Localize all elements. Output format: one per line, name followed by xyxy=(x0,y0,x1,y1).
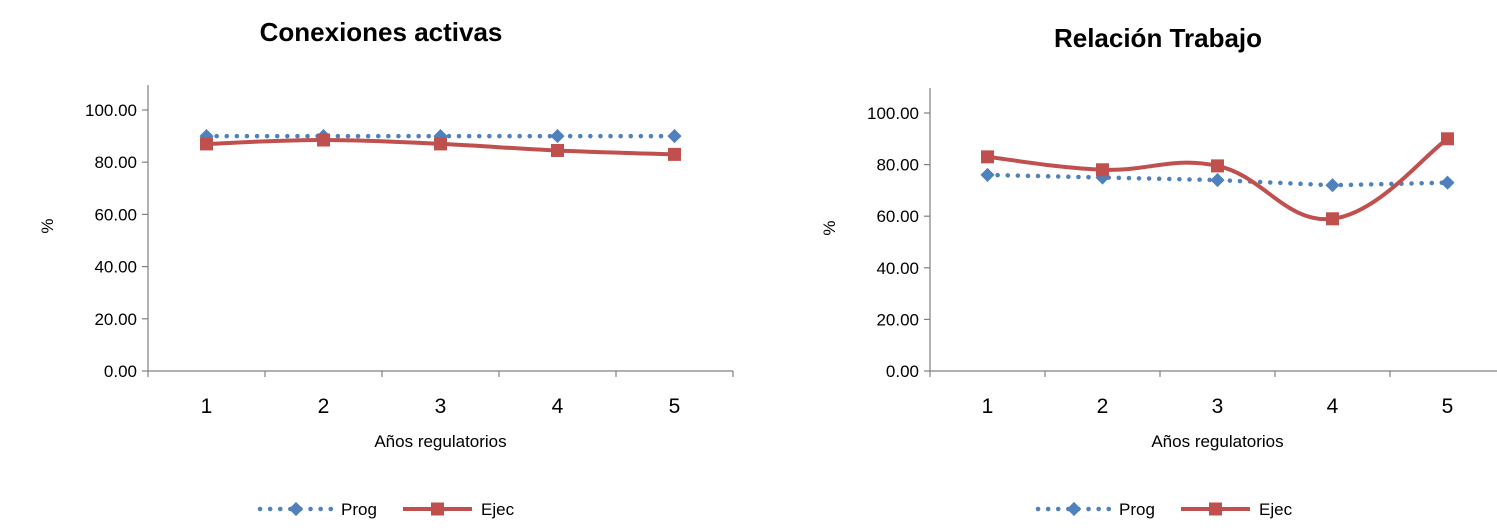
legend-label-ejec: Ejec xyxy=(481,500,515,519)
legend-marker-prog xyxy=(288,501,304,517)
data-point-prog-3 xyxy=(1210,173,1225,188)
legend-label-prog: Prog xyxy=(1119,500,1155,519)
y-tick-label: 80.00 xyxy=(94,153,137,172)
y-tick-label: 0.00 xyxy=(886,362,919,381)
y-tick-label: 100.00 xyxy=(85,101,137,120)
series-line-ejec xyxy=(987,137,1449,222)
y-tick-label: 20.00 xyxy=(876,310,919,329)
y-tick-label: 20.00 xyxy=(94,310,137,329)
x-axis-label: Años regulatorios xyxy=(1151,432,1283,451)
data-point-prog-4 xyxy=(550,129,565,144)
x-tick-label: 5 xyxy=(669,395,681,418)
legend: Prog Ejec xyxy=(1035,500,1293,519)
chart-svg: Relación Trabajo 0.00 20.00 40.00 60.00 80.00… xyxy=(820,23,1497,519)
data-point-ejec-2 xyxy=(317,133,330,147)
y-tick-label: 40.00 xyxy=(876,259,919,278)
data-point-ejec-4 xyxy=(551,143,564,157)
data-point-ejec-3 xyxy=(434,137,447,151)
y-tick-label: 60.00 xyxy=(876,207,919,226)
series-ejec xyxy=(981,132,1454,226)
chart-relacion-trabajo: Relación Trabajo 0.00 20.00 40.00 60.00 80.00… xyxy=(760,0,1497,530)
data-point-prog-4 xyxy=(1325,178,1340,193)
data-point-ejec-1 xyxy=(981,150,994,164)
data-point-ejec-5 xyxy=(1441,132,1454,146)
y-axis-label: % xyxy=(38,218,57,233)
chart-conexiones-activas: Conexiones activas 0.00 20.00 40.00 60.00 80.… xyxy=(0,0,748,530)
chart-svg: Conexiones activas 0.00 20.00 40.00 60.00 80.… xyxy=(38,17,734,519)
x-tick-label: 4 xyxy=(1327,395,1339,418)
data-point-prog-1 xyxy=(980,167,995,182)
data-point-ejec-4 xyxy=(1326,212,1339,226)
data-point-prog-5 xyxy=(1440,175,1455,190)
legend-marker-ejec xyxy=(431,502,444,516)
x-tick-label: 1 xyxy=(201,395,213,418)
legend-marker-prog xyxy=(1066,501,1082,517)
data-point-prog-5 xyxy=(667,129,682,144)
y-tick-label: 0.00 xyxy=(104,362,137,381)
x-axis-label: Años regulatorios xyxy=(374,432,506,451)
series-ejec xyxy=(200,133,681,161)
legend: Prog Ejec xyxy=(257,500,515,519)
chart-title: Relación Trabajo xyxy=(1054,23,1262,53)
chart-title: Conexiones activas xyxy=(260,17,503,47)
x-tick-label: 4 xyxy=(552,395,564,418)
data-point-ejec-1 xyxy=(200,137,213,151)
data-point-ejec-2 xyxy=(1096,163,1109,177)
x-tick-label: 5 xyxy=(1442,395,1454,418)
y-tick-label: 80.00 xyxy=(876,156,919,175)
x-tick-label: 3 xyxy=(1212,395,1224,418)
x-tick-label: 1 xyxy=(982,395,994,418)
legend-label-prog: Prog xyxy=(341,500,377,519)
x-tick-label: 3 xyxy=(435,395,447,418)
y-tick-label: 60.00 xyxy=(94,205,137,224)
x-tick-label: 2 xyxy=(318,395,330,418)
y-tick-label: 100.00 xyxy=(867,104,919,123)
data-point-ejec-5 xyxy=(668,147,681,161)
data-point-ejec-3 xyxy=(1211,159,1224,173)
x-tick-label: 2 xyxy=(1097,395,1109,418)
y-axis-label: % xyxy=(820,220,839,235)
legend-marker-ejec xyxy=(1209,502,1222,516)
y-tick-label: 40.00 xyxy=(94,258,137,277)
legend-label-ejec: Ejec xyxy=(1259,500,1293,519)
